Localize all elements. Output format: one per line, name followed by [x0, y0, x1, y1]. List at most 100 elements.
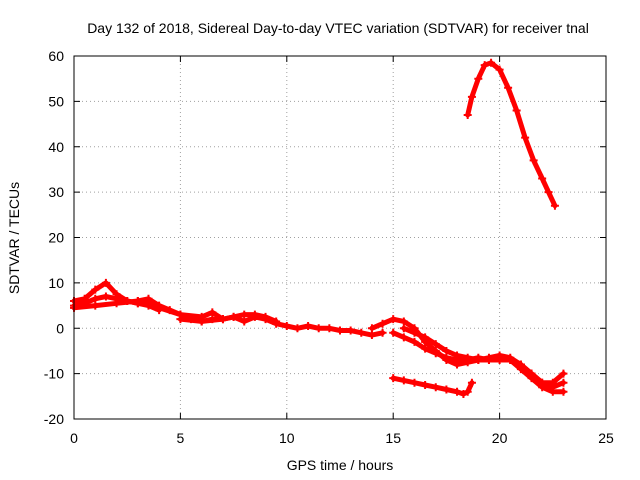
data-point — [282, 321, 291, 330]
data-point — [272, 319, 281, 328]
data-point — [559, 378, 568, 387]
y-axis-title: SDTVAR / TECUs — [6, 182, 22, 294]
data-point — [399, 333, 408, 342]
data-point — [133, 297, 142, 306]
data-point — [538, 174, 547, 183]
y-tick-label: 20 — [48, 230, 64, 246]
series-layer — [70, 58, 568, 399]
y-tick-label: 10 — [48, 275, 64, 291]
y-tick-label: 30 — [48, 184, 64, 200]
data-point — [91, 285, 100, 294]
data-point — [484, 353, 493, 362]
chart-title: Day 132 of 2018, Sidereal Day-to-day VTE… — [87, 20, 589, 36]
data-point — [240, 310, 249, 319]
data-point — [544, 188, 553, 197]
x-tick-label: 15 — [385, 430, 401, 446]
data-point — [474, 74, 483, 83]
data-point — [529, 156, 538, 165]
series-line-arc-9 — [390, 375, 475, 397]
y-tick-label: 60 — [48, 48, 64, 64]
data-point — [367, 324, 376, 333]
data-point — [101, 278, 110, 287]
data-point — [101, 292, 110, 301]
data-point — [487, 58, 496, 67]
data-point — [548, 378, 557, 387]
y-tick-label: -10 — [44, 366, 64, 382]
data-point — [155, 303, 164, 312]
data-point — [91, 301, 100, 310]
data-point — [467, 378, 476, 387]
x-tick-label: 10 — [279, 430, 295, 446]
x-tick-label: 20 — [492, 430, 508, 446]
data-point — [527, 369, 536, 378]
x-tick-label: 25 — [598, 430, 614, 446]
data-point — [442, 346, 451, 355]
x-tick-label: 0 — [70, 430, 78, 446]
data-point — [112, 299, 121, 308]
tick-layer: 0 5 10 15 20 25 -20 -10 0 10 20 30 40 50 60 — [44, 48, 614, 446]
data-point — [431, 340, 440, 349]
data-point — [229, 312, 238, 321]
data-point — [538, 378, 547, 387]
data-point — [91, 294, 100, 303]
y-tick-label: 40 — [48, 139, 64, 155]
data-point — [421, 344, 430, 353]
data-point — [399, 317, 408, 326]
data-point — [463, 110, 472, 119]
data-point — [197, 317, 206, 326]
grid-layer — [74, 56, 606, 419]
data-point — [389, 315, 398, 324]
data-point — [261, 315, 270, 324]
data-point — [325, 324, 334, 333]
data-point — [250, 312, 259, 321]
data-point — [516, 360, 525, 369]
data-point — [410, 328, 419, 337]
series-line-arc-5 — [177, 314, 386, 338]
data-point — [453, 387, 462, 396]
data-point — [378, 319, 387, 328]
series-line-arc-8 — [401, 325, 566, 386]
data-point — [357, 328, 366, 337]
data-point — [176, 315, 185, 324]
data-point — [453, 351, 462, 360]
y-tick-label: 0 — [56, 320, 64, 336]
data-point — [550, 201, 559, 210]
data-point — [480, 61, 489, 70]
data-point — [378, 328, 387, 337]
data-point — [399, 376, 408, 385]
data-point — [504, 83, 513, 92]
data-point — [559, 387, 568, 396]
data-point — [495, 351, 504, 360]
y-tick-label: -20 — [44, 411, 64, 427]
data-point — [548, 387, 557, 396]
data-point — [314, 324, 323, 333]
data-point — [459, 390, 468, 399]
data-point — [521, 133, 530, 142]
data-point — [410, 337, 419, 346]
data-point — [208, 308, 217, 317]
data-point — [431, 349, 440, 358]
data-point — [367, 331, 376, 340]
data-point — [336, 326, 344, 335]
data-point — [144, 294, 153, 303]
data-point — [421, 333, 430, 342]
data-point — [421, 380, 430, 389]
series-line-arc-10 — [465, 60, 558, 209]
data-point — [467, 92, 476, 101]
data-point — [399, 324, 408, 333]
x-axis-title: GPS time / hours — [287, 457, 394, 473]
data-point — [559, 369, 568, 378]
data-point — [442, 385, 451, 394]
data-point — [495, 65, 504, 74]
data-point — [304, 321, 313, 330]
data-point — [389, 328, 398, 337]
data-point — [463, 387, 472, 396]
data-point — [474, 356, 483, 365]
data-point — [506, 353, 515, 362]
data-point — [463, 353, 472, 362]
data-point — [346, 326, 355, 335]
data-point — [389, 374, 398, 383]
data-point — [218, 315, 227, 324]
data-point — [442, 353, 451, 362]
